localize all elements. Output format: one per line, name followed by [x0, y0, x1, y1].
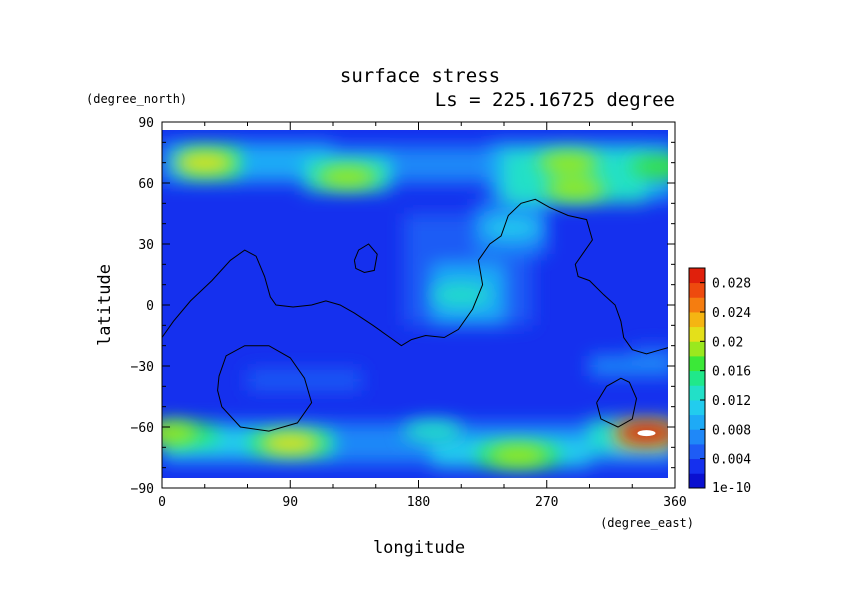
colorbar-swatch	[689, 326, 705, 342]
stress-maximum	[545, 178, 606, 201]
y-tick-label: −90	[131, 482, 154, 497]
stress-maximum	[538, 151, 599, 174]
chart-subtitle: Ls = 225.16725 degree	[435, 89, 675, 111]
topo-contour	[353, 243, 378, 274]
x-tick-label: 0	[158, 495, 166, 510]
colorbar-tick-label: 0.028	[712, 277, 751, 292]
peak-spot	[637, 430, 656, 437]
x-unit-label: (degree_east)	[600, 516, 694, 530]
colorbar-tick-label: 0.016	[712, 365, 751, 380]
topo-contour	[596, 377, 638, 428]
colorbar-tick-label: 0.004	[712, 453, 751, 468]
stress-maximum	[162, 422, 200, 445]
colorbar: 0.004 0.008 0.012 0.016 0.02 0.024 0.028	[689, 268, 751, 489]
y-tick-label: −30	[131, 360, 154, 375]
colorbar-frame	[688, 267, 706, 489]
stress-maximum	[630, 155, 668, 178]
stress-maximum	[260, 432, 321, 455]
axis-ticks: 0 90 180 270 360 90 60 30 0 −30 −60 −90	[131, 116, 687, 510]
colorbar-swatch	[689, 429, 705, 445]
colorbar-swatch	[689, 414, 705, 430]
x-tick-label: 270	[535, 495, 558, 510]
colorbar-tick-label: 0.008	[712, 423, 751, 438]
y-unit-label: (degree_north)	[86, 92, 187, 106]
y-axis-label: latitude	[95, 264, 115, 346]
colorbar-min-label: 1e-10	[712, 481, 751, 496]
colorbar-swatch	[689, 370, 705, 386]
topography-contours	[162, 198, 668, 432]
stress-maximum	[402, 420, 463, 443]
stress-maximum	[317, 165, 378, 188]
colorbar-tick-label: 0.02	[712, 335, 743, 350]
colorbar-swatch	[689, 268, 705, 284]
chart-title: surface stress	[340, 65, 500, 87]
y-tick-label: 90	[138, 116, 154, 131]
stress-maximum	[481, 216, 542, 239]
x-tick-label: 360	[663, 495, 686, 510]
field-band	[589, 355, 668, 377]
colorbar-swatch	[689, 444, 705, 460]
y-tick-label: 30	[138, 238, 154, 253]
colorbar-tick-label: 0.012	[712, 394, 751, 409]
colorbar-swatch	[689, 312, 705, 328]
colorbar-swatch	[689, 385, 705, 401]
stress-field	[162, 130, 668, 478]
colorbar-tick-label: 0.024	[712, 306, 751, 321]
topo-contour	[162, 198, 668, 355]
x-tick-label: 180	[407, 495, 430, 510]
x-axis-label: longitude	[373, 538, 465, 558]
field-band	[247, 370, 362, 391]
colorbar-swatch	[689, 297, 705, 313]
stress-maximum	[174, 151, 235, 174]
colorbar-swatch	[689, 356, 705, 372]
colorbar-swatch	[689, 458, 705, 474]
stress-maximum	[431, 283, 492, 306]
topo-contour	[217, 345, 313, 432]
colorbar-swatch	[689, 282, 705, 298]
x-tick-label: 90	[282, 495, 298, 510]
colorbar-swatch	[689, 341, 705, 357]
y-tick-label: −60	[131, 421, 154, 436]
y-tick-label: 0	[146, 299, 154, 314]
colorbar-swatch	[689, 400, 705, 416]
y-tick-label: 60	[138, 177, 154, 192]
stress-maximum	[488, 444, 549, 467]
colorbar-swatch	[689, 473, 705, 489]
